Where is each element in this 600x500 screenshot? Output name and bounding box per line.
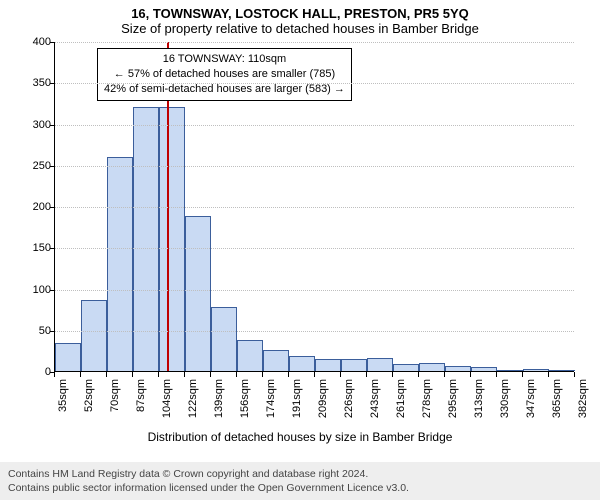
gridline bbox=[55, 248, 574, 249]
xtick-mark bbox=[54, 372, 55, 377]
footer: Contains HM Land Registry data © Crown c… bbox=[0, 462, 600, 500]
xtick-label: 156sqm bbox=[239, 379, 251, 418]
histogram-bar bbox=[419, 363, 445, 371]
plot-area: Number of detached properties 16 TOWNSWA… bbox=[0, 42, 600, 444]
ytick-label: 50 bbox=[39, 325, 51, 337]
xtick-mark bbox=[132, 372, 133, 377]
xtick-mark bbox=[340, 372, 341, 377]
histogram-bar bbox=[263, 350, 289, 371]
histogram-bar bbox=[211, 307, 237, 371]
ytick-label: 150 bbox=[33, 242, 51, 254]
xtick-label: 209sqm bbox=[317, 379, 329, 418]
histogram-bar bbox=[471, 367, 497, 371]
x-axis-label: Distribution of detached houses by size … bbox=[0, 430, 600, 444]
ytick-label: 250 bbox=[33, 160, 51, 172]
xtick-label: 382sqm bbox=[577, 379, 589, 418]
gridline bbox=[55, 207, 574, 208]
xtick-mark bbox=[496, 372, 497, 377]
xtick-mark bbox=[314, 372, 315, 377]
histogram-bar bbox=[315, 359, 341, 371]
xtick-label: 365sqm bbox=[551, 379, 563, 418]
xtick-label: 261sqm bbox=[395, 379, 407, 418]
titles: 16, TOWNSWAY, LOSTOCK HALL, PRESTON, PR5… bbox=[0, 0, 600, 36]
info-line-2: ← 57% of detached houses are smaller (78… bbox=[104, 67, 345, 82]
histogram-bar bbox=[445, 366, 471, 371]
histogram-bar bbox=[367, 358, 393, 371]
subtitle: Size of property relative to detached ho… bbox=[0, 21, 600, 36]
xtick-mark bbox=[470, 372, 471, 377]
plot: 16 TOWNSWAY: 110sqm ← 57% of detached ho… bbox=[54, 42, 574, 372]
xtick-mark bbox=[106, 372, 107, 377]
xtick-mark bbox=[262, 372, 263, 377]
xtick-mark bbox=[158, 372, 159, 377]
xtick-label: 104sqm bbox=[161, 379, 173, 418]
gridline bbox=[55, 331, 574, 332]
xtick-mark bbox=[366, 372, 367, 377]
chart-container: 16, TOWNSWAY, LOSTOCK HALL, PRESTON, PR5… bbox=[0, 0, 600, 500]
ytick-label: 200 bbox=[33, 201, 51, 213]
histogram-bar bbox=[55, 343, 81, 371]
xtick-label: 87sqm bbox=[135, 379, 147, 412]
ytick-label: 0 bbox=[45, 366, 51, 378]
histogram-bar bbox=[107, 157, 133, 372]
xtick-mark bbox=[80, 372, 81, 377]
xtick-label: 347sqm bbox=[525, 379, 537, 418]
info-box: 16 TOWNSWAY: 110sqm ← 57% of detached ho… bbox=[97, 48, 352, 101]
gridline bbox=[55, 166, 574, 167]
xtick-mark bbox=[574, 372, 575, 377]
xtick-mark bbox=[288, 372, 289, 377]
gridline bbox=[55, 83, 574, 84]
xtick-label: 52sqm bbox=[83, 379, 95, 412]
histogram-bar bbox=[237, 340, 263, 371]
xtick-mark bbox=[392, 372, 393, 377]
xtick-mark bbox=[418, 372, 419, 377]
xtick-label: 139sqm bbox=[213, 379, 225, 418]
xtick-label: 330sqm bbox=[499, 379, 511, 418]
ytick-label: 100 bbox=[33, 284, 51, 296]
xtick-label: 174sqm bbox=[265, 379, 277, 418]
ytick-label: 400 bbox=[33, 36, 51, 48]
xtick-label: 70sqm bbox=[109, 379, 121, 412]
xtick-label: 122sqm bbox=[187, 379, 199, 418]
xtick-mark bbox=[236, 372, 237, 377]
ytick-label: 300 bbox=[33, 119, 51, 131]
histogram-bar bbox=[549, 370, 575, 371]
footer-line-2: Contains public sector information licen… bbox=[8, 481, 592, 495]
xtick-label: 278sqm bbox=[421, 379, 433, 418]
x-ticks: 35sqm 52sqm 70sqm 87sqm 104sqm 122sqm 139sqm 15… bbox=[54, 372, 574, 428]
histogram-bar bbox=[393, 364, 419, 371]
xtick-label: 35sqm bbox=[57, 379, 69, 412]
histogram-bar bbox=[81, 300, 107, 371]
histogram-bar bbox=[185, 216, 211, 371]
address-title: 16, TOWNSWAY, LOSTOCK HALL, PRESTON, PR5… bbox=[0, 6, 600, 21]
ytick-label: 350 bbox=[33, 77, 51, 89]
xtick-label: 191sqm bbox=[291, 379, 303, 418]
histogram-bar bbox=[523, 369, 549, 371]
histogram-bar bbox=[341, 359, 367, 371]
gridline bbox=[55, 290, 574, 291]
footer-line-1: Contains HM Land Registry data © Crown c… bbox=[8, 467, 592, 481]
xtick-label: 313sqm bbox=[473, 379, 485, 418]
gridline bbox=[55, 125, 574, 126]
xtick-mark bbox=[184, 372, 185, 377]
gridline bbox=[55, 42, 574, 43]
histogram-bar bbox=[289, 356, 315, 371]
xtick-label: 226sqm bbox=[343, 379, 355, 418]
xtick-mark bbox=[548, 372, 549, 377]
xtick-mark bbox=[444, 372, 445, 377]
xtick-label: 243sqm bbox=[369, 379, 381, 418]
info-line-1: 16 TOWNSWAY: 110sqm bbox=[104, 52, 345, 67]
histogram-bar bbox=[497, 370, 523, 371]
xtick-label: 295sqm bbox=[447, 379, 459, 418]
xtick-mark bbox=[522, 372, 523, 377]
xtick-mark bbox=[210, 372, 211, 377]
